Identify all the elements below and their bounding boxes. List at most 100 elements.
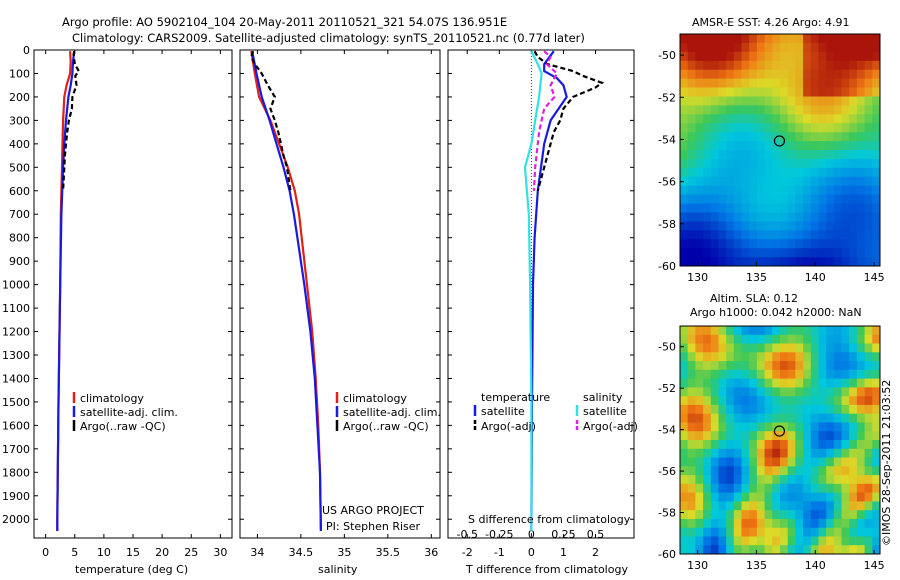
y-tick-label: 1500	[2, 396, 30, 409]
map-cell	[772, 176, 781, 187]
map-cell	[849, 158, 858, 169]
map-cell	[749, 343, 758, 353]
map-cell	[749, 203, 758, 213]
map-cell	[772, 87, 781, 97]
map-cell	[849, 60, 858, 71]
map-cell	[718, 431, 727, 441]
map-cell	[733, 492, 743, 502]
map-cell	[733, 105, 743, 115]
map-cell	[726, 141, 735, 151]
map-cell	[695, 361, 704, 371]
map-cell	[872, 78, 880, 89]
map-cell	[872, 141, 880, 151]
map-cell	[841, 396, 850, 406]
map-cell	[703, 431, 712, 441]
map-cell	[741, 69, 750, 80]
map-cell	[818, 501, 827, 511]
map-cell	[703, 230, 712, 240]
map-cell	[818, 326, 827, 336]
map-cell	[680, 396, 689, 406]
map-cell	[826, 422, 835, 432]
map-cell	[780, 203, 789, 213]
map-cell	[756, 334, 766, 345]
map-cell	[849, 483, 858, 494]
map-cell	[872, 239, 880, 249]
map-cell	[787, 105, 796, 115]
map-cell	[741, 387, 750, 397]
map-cell	[818, 239, 827, 249]
map-cell	[795, 431, 804, 441]
map-cell	[749, 501, 758, 511]
map-cell	[856, 132, 866, 142]
map-cell	[780, 123, 789, 133]
map-cell	[833, 501, 843, 511]
map-cell	[695, 158, 704, 169]
map-cell	[726, 440, 735, 450]
map-cell	[718, 176, 727, 187]
map-cell	[741, 203, 750, 213]
map-cell	[787, 334, 796, 345]
map-cell	[741, 326, 750, 336]
map-cell	[703, 150, 712, 160]
map-cell	[787, 203, 796, 213]
map-cell	[726, 545, 735, 554]
map-cell	[749, 518, 758, 529]
map-cell	[741, 221, 750, 231]
map-cell	[718, 60, 727, 71]
map-cell	[687, 326, 696, 336]
map-cell	[703, 361, 712, 371]
sla-map: 130 135 140 145 -50 -52 -54 -56 -58 -60	[658, 325, 885, 572]
map-cell	[733, 203, 743, 213]
map-cell	[718, 141, 727, 151]
map-cell	[849, 431, 858, 441]
map-cell	[810, 396, 820, 406]
map-cell	[733, 334, 743, 345]
x-tick-label: 35.5	[376, 546, 401, 559]
map-cell	[741, 176, 750, 187]
map-cell	[872, 60, 880, 71]
map-cell	[703, 248, 712, 258]
map-cell	[856, 167, 866, 178]
map-cell	[680, 87, 689, 97]
legend-satellite: satellite-adj. clim.	[80, 406, 178, 419]
map-cell	[703, 60, 712, 71]
map-cell	[841, 158, 850, 169]
map-cell	[787, 150, 796, 160]
map-cell	[826, 87, 835, 97]
map-y-tick-label: -58	[658, 507, 676, 520]
map-cell	[849, 369, 858, 380]
map-cell	[787, 158, 796, 169]
map-cell	[695, 404, 704, 415]
map-cell	[841, 334, 850, 345]
map-cell	[856, 87, 866, 97]
map-cell	[818, 60, 827, 71]
map-cell	[826, 334, 835, 345]
map-cell	[864, 123, 873, 133]
map-cell	[872, 518, 880, 529]
map-cell	[764, 343, 773, 353]
map-cell	[695, 212, 704, 222]
map-cell	[833, 176, 843, 187]
map-cell	[772, 326, 781, 336]
s-argo-line	[532, 50, 559, 191]
temperature-plot: 0100200300400500600700800900100011001200…	[2, 44, 232, 559]
map-cell	[849, 413, 858, 424]
map-cell	[864, 343, 873, 353]
map-cell	[726, 230, 735, 240]
map-cell	[864, 176, 873, 187]
map-cell	[741, 78, 750, 89]
map-cell	[680, 334, 689, 345]
map-cell	[695, 96, 704, 106]
map-cell	[872, 378, 880, 388]
map-cell	[849, 194, 858, 205]
map-cell	[826, 492, 835, 502]
map-cell	[795, 51, 804, 62]
map-y-tick-label: -50	[658, 49, 676, 62]
map-cell	[833, 457, 843, 467]
map-cell	[787, 69, 796, 80]
map-cell	[703, 51, 712, 62]
map-cell	[780, 326, 789, 336]
map-cell	[695, 141, 704, 151]
map-cell	[718, 483, 727, 494]
map-cell	[841, 257, 850, 266]
